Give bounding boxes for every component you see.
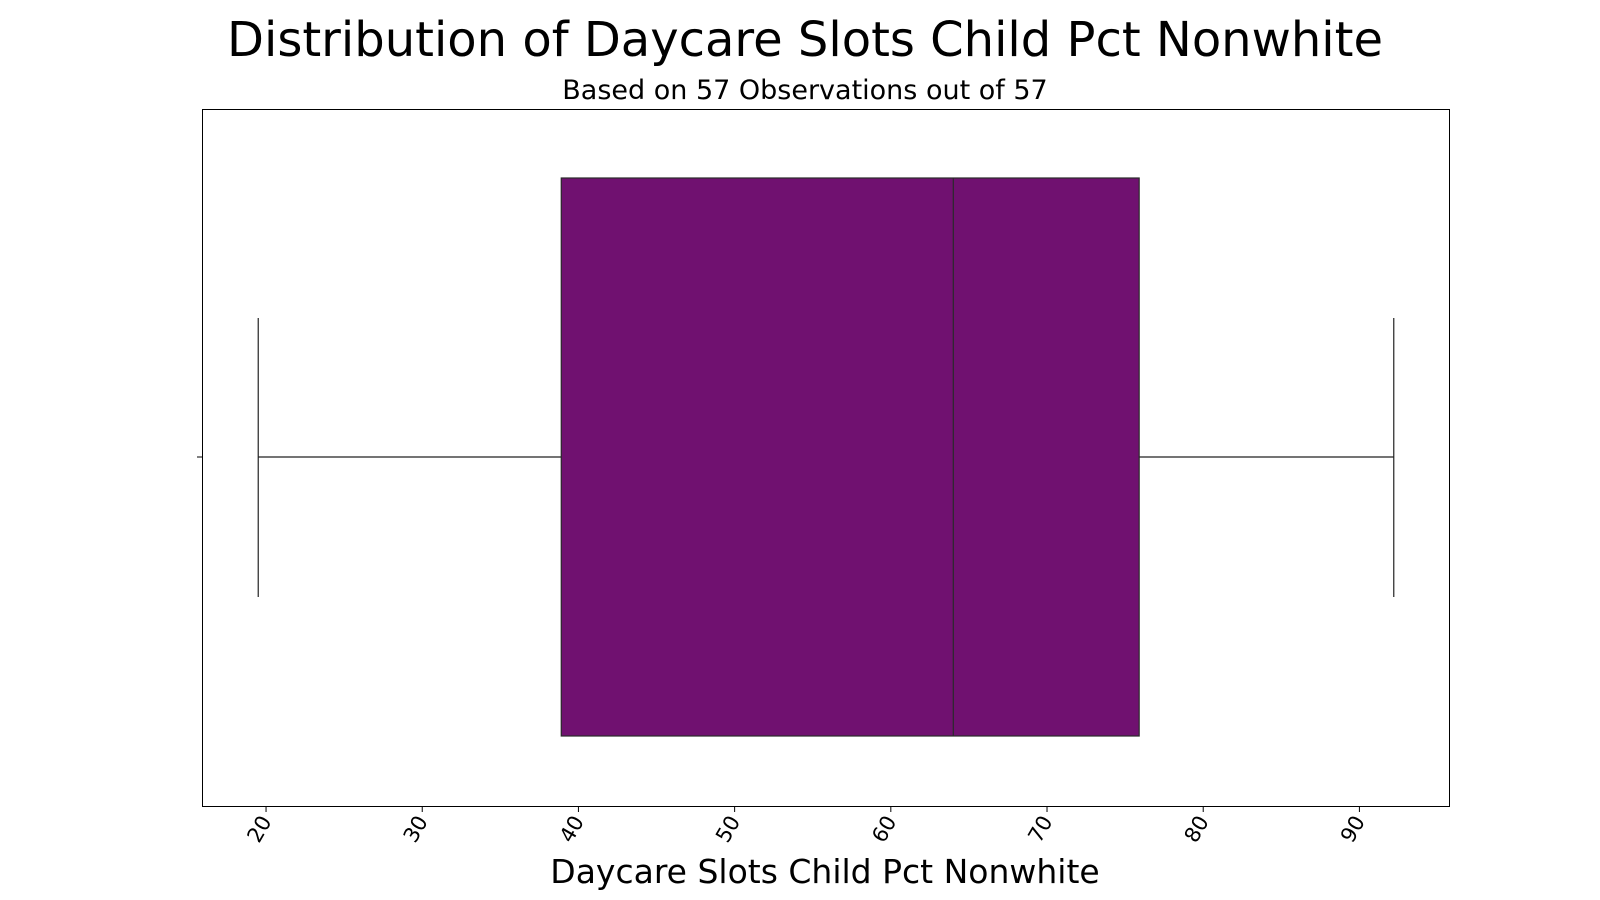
iqr-box <box>560 177 1140 737</box>
chart-subtitle: Based on 57 Observations out of 57 <box>562 75 1048 106</box>
x-tick-label-70: 70 <box>1023 812 1057 847</box>
x-tick-label-30: 30 <box>399 812 433 847</box>
plot-layer <box>257 177 1395 737</box>
x-tick-label-50: 50 <box>711 812 745 847</box>
x-tick-label-20: 20 <box>242 812 276 847</box>
plot-frame <box>202 109 1450 807</box>
x-tick-label-40: 40 <box>555 812 589 847</box>
chart-title: Distribution of Daycare Slots Child Pct … <box>227 12 1383 68</box>
x-axis-label: Daycare Slots Child Pct Nonwhite <box>550 852 1100 891</box>
x-tick-label-80: 80 <box>1180 812 1214 847</box>
x-tick-label-60: 60 <box>867 812 901 847</box>
x-tick-label-90: 90 <box>1336 812 1370 847</box>
